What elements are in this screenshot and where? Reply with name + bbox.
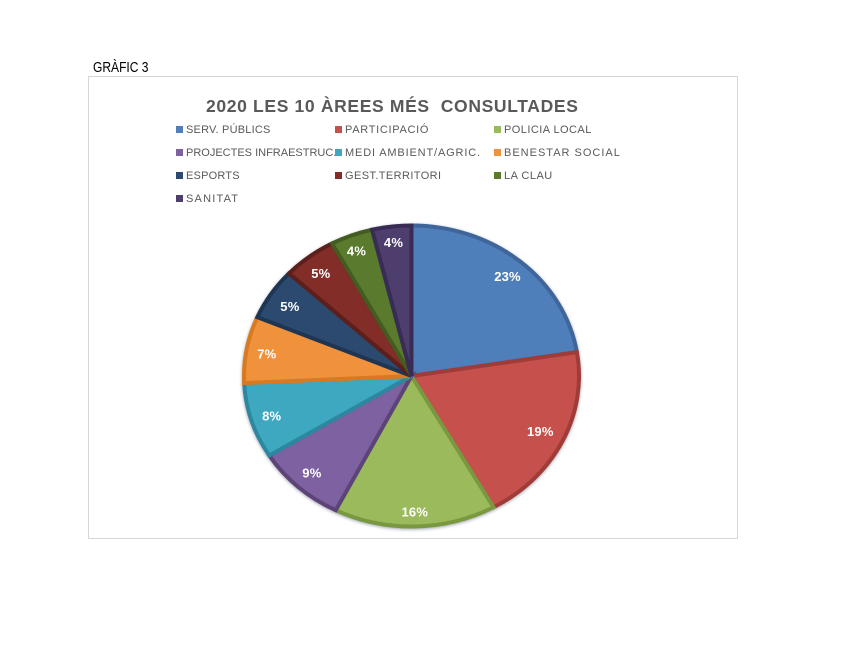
svg-text:5%: 5% xyxy=(311,266,330,281)
svg-text:4%: 4% xyxy=(384,235,403,250)
svg-text:23%: 23% xyxy=(494,269,521,284)
svg-text:9%: 9% xyxy=(302,465,321,480)
svg-text:4%: 4% xyxy=(347,243,366,258)
svg-text:7%: 7% xyxy=(257,346,276,361)
svg-text:19%: 19% xyxy=(527,424,554,439)
svg-text:5%: 5% xyxy=(280,299,299,314)
svg-text:8%: 8% xyxy=(262,408,281,423)
svg-text:16%: 16% xyxy=(401,505,428,520)
